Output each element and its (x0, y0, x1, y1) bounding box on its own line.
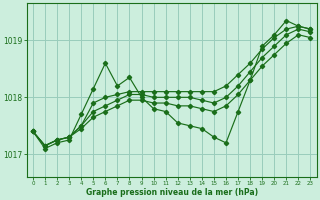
X-axis label: Graphe pression niveau de la mer (hPa): Graphe pression niveau de la mer (hPa) (86, 188, 258, 197)
